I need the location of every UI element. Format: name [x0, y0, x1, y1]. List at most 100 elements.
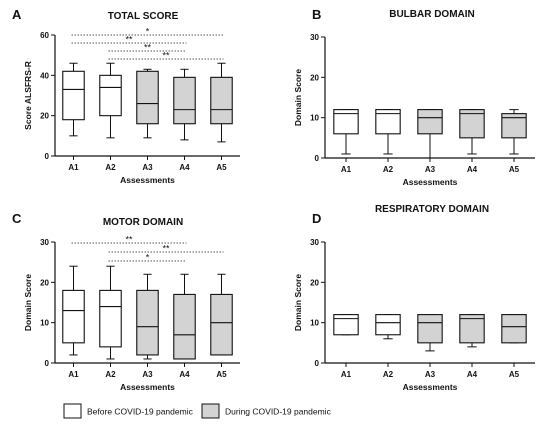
panel-d-box-rect-3 [459, 314, 485, 344]
panel-b-x-tick-label-4: A5 [509, 165, 520, 174]
panel-d-x-tick-label-1: A2 [383, 370, 394, 379]
panel-c-y-label: Domain Score [23, 274, 33, 331]
panel-a-x-tick-label-0: A1 [68, 163, 79, 172]
panel-d-y-tick-label-2: 20 [310, 278, 319, 287]
panel-d: D RESPIRATORY DOMAIN 0 10 20 30 Domain Score A1… [293, 204, 535, 392]
panel-c-x-tick-label-3: A4 [179, 370, 190, 379]
panel-a-y-label: Score ALSFRS-R [23, 61, 33, 130]
panel-d-y-tick-label-1: 10 [310, 319, 319, 328]
panel-a-title: TOTAL SCORE [108, 11, 179, 22]
panel-d-box-rect-2 [417, 314, 443, 344]
legend-label-during: During COVID-19 pandemic [225, 407, 332, 417]
panel-c-box-rect-0 [62, 289, 85, 344]
legend-label-before: Before COVID-19 pandemic [87, 407, 194, 417]
panel-d-title: RESPIRATORY DOMAIN [375, 204, 489, 215]
panel-a-letter: A [12, 7, 22, 22]
panel-a-x-label: Assessments [120, 175, 175, 185]
panel-d-box-rect-0 [333, 314, 359, 336]
panel-c-y-tick-label-1: 10 [40, 319, 49, 328]
panel-a-sig-label-2: ** [144, 43, 152, 53]
panel-b-x-tick-label-1: A2 [383, 165, 394, 174]
panel-a: A TOTAL SCORE 0 20 40 60 Score ALSFRS-R A1 A2 A3 A… [12, 7, 240, 185]
panel-c-y-tick-label-3: 30 [40, 238, 49, 247]
panel-d-y-tick-label-0: 0 [315, 359, 320, 368]
panel-c-box-a1 [62, 265, 85, 356]
panel-a-box-a2 [99, 62, 122, 139]
panel-a-y-tick-label-2: 40 [40, 71, 49, 80]
panel-a-x-tick-label-1: A2 [105, 163, 116, 172]
panel-c-y-tick-label-0: 0 [45, 359, 50, 368]
panel-a-box-a3 [136, 68, 159, 139]
panel-b-box-rect-2 [417, 109, 443, 135]
panel-a-box-rect-1 [99, 74, 122, 117]
panel-c-box-a2 [99, 265, 122, 360]
panel-c-box-a4 [173, 273, 196, 360]
panel-d-box-a2 [375, 314, 401, 340]
panel-b: B BULBAR DOMAIN 0 10 20 30 Domain Score A1 A2 A3 A… [293, 7, 535, 187]
panel-d-box-a5 [501, 314, 527, 344]
panel-c-box-rect-4 [210, 293, 233, 356]
panel-b-title: BULBAR DOMAIN [389, 9, 475, 20]
panel-b-y-label: Domain Score [293, 69, 303, 126]
panel-a-box-rect-3 [173, 76, 196, 125]
panel-a-box-rect-0 [62, 70, 85, 121]
panel-a-sig-label-1: ** [125, 35, 133, 45]
panel-d-letter: D [312, 211, 321, 226]
panel-d-x-tick-label-0: A1 [341, 370, 352, 379]
panel-c-x-tick-label-0: A1 [68, 370, 79, 379]
legend-swatch-before [63, 403, 82, 419]
panel-b-box-rect-3 [459, 109, 485, 139]
panel-c-sig-label-2: * [146, 253, 150, 263]
panel-c-box-rect-1 [99, 289, 122, 348]
panel-b-letter: B [312, 7, 321, 22]
panel-b-x-tick-label-3: A4 [467, 165, 478, 174]
panel-d-box-a1 [333, 314, 359, 336]
panel-a-x-tick-label-3: A4 [179, 163, 190, 172]
legend-swatch-during [201, 403, 220, 419]
panel-c-x-tick-label-1: A2 [105, 370, 116, 379]
panel-b-x-tick-label-0: A1 [341, 165, 352, 174]
panel-c-x-tick-label-4: A5 [216, 370, 227, 379]
legend: Before COVID-19 pandemic During COVID-19… [63, 403, 332, 419]
panel-d-box-a3 [417, 314, 443, 352]
panel-d-x-label: Assessments [403, 382, 458, 392]
panel-c-box-a5 [210, 273, 233, 356]
panel-c: C MOTOR DOMAIN 0 10 20 30 Domain Score A1 A2 A3 A4… [12, 211, 240, 392]
panel-c-box-rect-2 [136, 289, 159, 356]
panel-d-box-rect-4 [501, 314, 527, 344]
panel-c-x-label: Assessments [120, 382, 175, 392]
panel-d-y-label: Domain Score [293, 274, 303, 331]
panel-a-y-tick-label-1: 20 [40, 112, 49, 121]
panel-d-x-tick-label-3: A4 [467, 370, 478, 379]
panel-b-box-a4 [459, 109, 485, 155]
panel-b-box-a3 [417, 109, 443, 159]
panel-b-box-a5 [501, 109, 527, 155]
panel-c-title: MOTOR DOMAIN [103, 217, 183, 228]
panel-b-y-tick-label-0: 0 [315, 154, 320, 163]
panel-c-x-tick-label-2: A3 [142, 370, 153, 379]
panel-d-x-tick-label-2: A3 [425, 370, 436, 379]
panel-a-box-rect-2 [136, 70, 159, 125]
panel-c-sig-label-1: ** [162, 244, 170, 254]
panel-a-y-tick-label-3: 60 [40, 31, 49, 40]
panel-a-x-tick-label-4: A5 [216, 163, 227, 172]
panel-a-sig-label-0: * [146, 27, 150, 37]
panel-d-x-tick-label-4: A5 [509, 370, 520, 379]
panel-a-box-rect-4 [210, 76, 233, 125]
panel-b-y-tick-label-3: 30 [310, 33, 319, 42]
panel-b-box-a2 [375, 109, 401, 155]
panel-a-y-tick-label-0: 0 [45, 152, 50, 161]
panel-a-box-a1 [62, 62, 85, 137]
panel-c-box-a3 [136, 273, 159, 360]
panel-b-x-tick-label-2: A3 [425, 165, 436, 174]
panel-b-x-label: Assessments [403, 177, 458, 187]
panel-b-y-tick-label-2: 20 [310, 73, 319, 82]
panel-c-sig-label-0: ** [125, 235, 133, 245]
panel-a-sig-label-3: ** [162, 51, 170, 61]
panel-c-letter: C [12, 211, 22, 226]
panel-d-y-tick-label-3: 30 [310, 238, 319, 247]
panel-c-box-rect-3 [173, 293, 196, 360]
panel-a-box-a4 [173, 68, 196, 141]
panel-d-box-rect-1 [375, 314, 401, 336]
